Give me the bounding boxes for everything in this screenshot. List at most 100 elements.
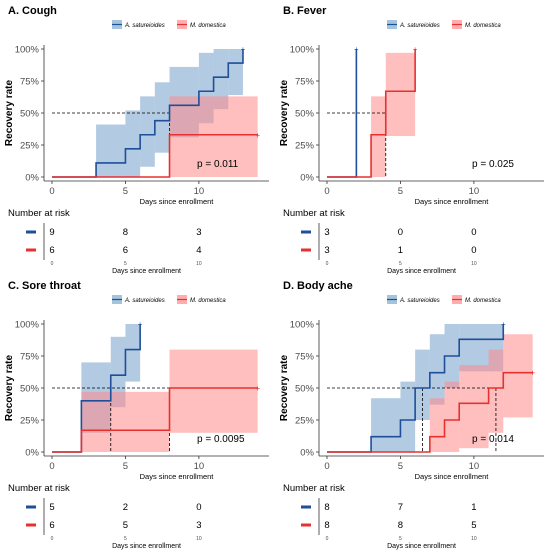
x-axis-label: Days since enrollment [140,197,215,206]
x-tick-label: 0 [324,461,329,472]
x-axis-label: Days since enrollment [140,472,215,481]
survival-step-line [52,133,258,178]
confidence-band [444,381,460,452]
risk-x-tick-label: 5 [124,261,127,267]
censor-mark: + [241,45,246,54]
risk-count: 2 [123,502,128,513]
x-tick-label: 10 [194,186,205,197]
censor-mark: + [255,384,260,393]
risk-count: 0 [471,245,476,256]
risk-x-tick-label: 5 [399,261,402,267]
survival-step-line [327,49,416,178]
legend-label: M. domestica [190,23,226,29]
p-value-label: p = 0.011 [197,159,239,170]
risk-x-tick-label: 5 [399,536,402,542]
x-tick-label: 10 [194,461,205,472]
survival-step-line [327,371,533,453]
censor-mark: + [501,320,506,329]
risk-x-axis-label: Days since enrollment [112,268,181,275]
censor-mark: + [530,369,535,378]
censor-mark: + [255,131,260,140]
risk-count: 7 [398,502,403,513]
y-tick-label: 25% [295,416,315,427]
y-tick-label: 100% [290,45,315,56]
risk-count: 1 [398,245,403,256]
risk-count: 0 [196,502,201,513]
y-tick-label: 75% [20,77,40,88]
y-tick-label: 50% [20,384,40,395]
y-tick-label: 25% [20,416,40,427]
y-tick-label: 100% [15,45,40,56]
y-tick-label: 75% [295,77,315,88]
risk-table-title: Number at risk [283,483,345,494]
risk-count: 8 [398,520,403,531]
legend-label: M. domestica [465,23,501,29]
risk-count: 4 [196,245,201,256]
confidence-band [385,52,416,137]
panel-title: C. Sore throat [8,280,81,292]
confidence-band [125,110,141,177]
y-axis-label: Recovery rate [4,354,15,421]
y-axis-label: Recovery rate [4,79,15,146]
censor-mark: + [354,45,359,54]
legend-label: M. domestica [465,298,501,304]
confidence-band [415,349,430,420]
risk-table-title: Number at risk [8,483,70,494]
chart-panel: A. Cough A. satureioides M. domestica 0% 25%… [4,5,269,275]
x-tick-label: 5 [123,461,128,472]
confidence-band [169,349,258,433]
risk-x-tick-label: 0 [51,536,54,542]
risk-count: 9 [49,227,54,238]
confidence-band [228,49,243,96]
legend-label: A. satureioides [399,298,440,304]
confidence-band [429,398,445,452]
risk-count: 3 [324,245,329,256]
legend: A. satureioides M. domestica [112,20,226,29]
y-tick-label: 50% [20,109,40,120]
x-axis-label: Days since enrollment [415,472,490,481]
risk-count: 0 [471,227,476,238]
risk-x-tick-label: 0 [51,261,54,267]
p-value-label: p = 0.0095 [197,434,245,445]
survival-step-line [52,49,244,178]
risk-count: 0 [398,227,403,238]
survival-step-line [327,49,358,178]
chart-panel: C. Sore throat A. satureioides M. domestic… [4,280,269,550]
panel-title: A. Cough [8,5,57,17]
y-tick-label: 0% [300,448,314,459]
x-tick-label: 10 [469,461,480,472]
risk-count: 5 [49,502,54,513]
y-tick-label: 25% [20,141,40,152]
risk-x-axis-label: Days since enrollment [387,543,456,550]
risk-x-axis-label: Days since enrollment [387,268,456,275]
legend-label: A. satureioides [399,23,440,29]
risk-x-tick-label: 10 [196,261,202,267]
x-tick-label: 5 [123,186,128,197]
legend-label: A. satureioides [124,298,165,304]
confidence-band [371,96,386,177]
y-tick-label: 50% [295,384,315,395]
x-tick-label: 0 [49,461,54,472]
y-tick-label: 75% [20,352,40,363]
risk-x-tick-label: 0 [326,536,329,542]
y-axis-label: Recovery rate [279,79,290,146]
confidence-band [140,96,155,167]
x-tick-label: 10 [469,186,480,197]
confidence-band [213,49,229,110]
legend: A. satureioides M. domestica [112,295,226,304]
chart-panel: B. Fever A. satureioides M. domestica 0% 25%… [279,5,544,275]
confidence-band [81,391,170,452]
y-tick-label: 25% [295,141,315,152]
risk-x-tick-label: 10 [471,536,477,542]
risk-x-axis-label: Days since enrollment [112,543,181,550]
risk-table-title: Number at risk [8,208,70,219]
confidence-band [459,364,489,449]
p-value-label: p = 0.025 [472,159,514,170]
x-tick-label: 0 [324,186,329,197]
risk-table-title: Number at risk [283,208,345,219]
risk-x-tick-label: 0 [326,261,329,267]
risk-x-tick-label: 5 [124,536,127,542]
y-tick-label: 0% [300,173,314,184]
confidence-band [96,124,126,177]
